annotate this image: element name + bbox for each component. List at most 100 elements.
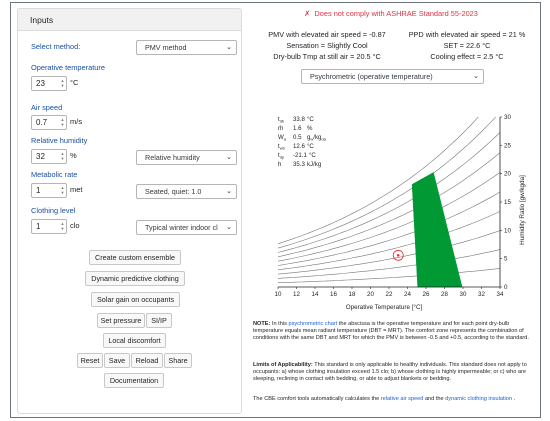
x-tick-label: 14	[312, 291, 319, 298]
current-condition-marker[interactable]	[392, 249, 404, 261]
method-select[interactable]: PMV method ⌄	[136, 40, 237, 55]
relative-humidity-value: 32	[36, 152, 45, 161]
note-body: the abscissa is the operative temperatur…	[253, 321, 529, 342]
spinner-icon[interactable]: ▲ ▼	[60, 185, 65, 195]
rh-curve-100	[277, 116, 479, 245]
spinner-icon[interactable]: ▲ ▼	[60, 151, 65, 161]
reset-button[interactable]: Reset	[77, 353, 103, 368]
relative-humidity-input[interactable]: 32 ▲ ▼	[31, 149, 67, 164]
si-ip-button[interactable]: SI/IP	[146, 313, 172, 328]
y-tick-label: 10	[504, 227, 511, 234]
spinner-icon[interactable]: ▲ ▼	[60, 78, 65, 88]
activity-value: Seated, quiet: 1.0	[145, 187, 202, 196]
compliance-text: Does not comply with ASHRAE Standard 55-…	[314, 9, 478, 18]
x-tick-label: 28	[441, 291, 448, 298]
psychrometric-chart[interactable]: 10 12 14 16 18 20 22 24 26 28 30 32 34 051015202530 …	[260, 110, 536, 315]
wa-value: 0.5	[293, 134, 302, 141]
x-tick-label: 30	[460, 291, 467, 298]
clothing-ensemble-select[interactable]: Typical winter indoor cl ⌄	[136, 220, 237, 235]
x-tick-labels: 10 12 14 16 18 20 22 24 26 28 30 32 34	[275, 287, 504, 298]
h-value: 35.3	[293, 161, 305, 168]
metabolic-rate-input[interactable]: 1 ▲ ▼	[31, 183, 67, 198]
limits-body: This standard is only applicable to heal…	[253, 362, 527, 383]
set-result: SET = 22.6 °C	[443, 41, 491, 50]
humidity-mode-select[interactable]: Relative humidity ⌄	[136, 150, 237, 165]
chart-type-select[interactable]: Psychrometric (operative temperature) ⌄	[301, 69, 484, 84]
still-air-result: Dry-bulb Tmp at still air = 20.5 °C	[273, 52, 381, 61]
y-axis-title: Humidity Ratio [gw/kgda]	[519, 175, 526, 245]
y-tick-label: 30	[504, 114, 511, 121]
operative-temperature-label: Operative temperature	[31, 63, 105, 72]
compliance-status: ✗ Does not comply with ASHRAE Standard 5…	[242, 9, 540, 18]
local-discomfort-button[interactable]: Local discomfort	[103, 333, 166, 348]
documentation-button[interactable]: Documentation	[104, 373, 164, 388]
activity-select[interactable]: Seated, quiet: 1.0 ⌄	[136, 184, 237, 199]
sensation-result: Sensation = Slightly Cool	[286, 41, 368, 50]
y-tick-label: 5	[504, 256, 508, 263]
operative-temperature-input[interactable]: 23 ▲ ▼	[31, 76, 67, 91]
save-button[interactable]: Save	[104, 353, 130, 368]
twb-value: 12.6	[293, 143, 305, 150]
rh-curve-10	[277, 268, 501, 283]
spinner-icon[interactable]: ▲ ▼	[60, 117, 65, 127]
comfort-zone	[411, 172, 463, 288]
operative-temperature-unit: °C	[70, 78, 79, 87]
chevron-down-icon: ⌄	[224, 185, 232, 198]
clothing-level-label: Clothing level	[31, 206, 76, 215]
y-tick-labels: 0 5 10 15 20 25 30	[500, 114, 511, 291]
note-pre: In this	[270, 321, 289, 327]
rh-curve-80	[277, 132, 501, 253]
limits-title: Limits of Applicability:	[253, 362, 313, 368]
tdb-value: 33.8	[293, 116, 305, 123]
operative-temperature-value: 23	[36, 79, 45, 88]
cooling-effect-result: Cooling effect = 2.5 °C	[430, 52, 504, 61]
twb-label: twb	[278, 143, 286, 151]
create-custom-ensemble-button[interactable]: Create custom ensemble	[89, 250, 181, 265]
y-tick-label: 0	[504, 284, 508, 291]
limits-paragraph: Limits of Applicability: This standard i…	[253, 362, 534, 383]
psychrometric-chart-link[interactable]: psychrometric chart	[288, 321, 338, 327]
x-tick-label: 16	[330, 291, 337, 298]
current-condition-dot	[396, 253, 400, 257]
air-speed-label: Air speed	[31, 103, 63, 112]
y-tick-label: 25	[504, 142, 511, 149]
relative-humidity-label: Relative humidity	[31, 136, 88, 145]
relative-humidity-unit: %	[70, 151, 77, 160]
metabolic-rate-value: 1	[36, 186, 41, 195]
spinner-icon[interactable]: ▲ ▼	[60, 221, 65, 231]
relative-air-speed-link[interactable]: relative air speed	[380, 396, 424, 402]
x-tick-label: 12	[293, 291, 300, 298]
twb-unit: °C	[307, 143, 314, 150]
dynamic-predictive-clothing-button[interactable]: Dynamic predictive clothing	[85, 271, 185, 286]
rh-curves	[277, 116, 501, 283]
rh-label: rh	[278, 125, 283, 132]
rh-curve-70	[277, 152, 501, 258]
note-paragraph: NOTE: In this psychrometric chart the ab…	[253, 321, 534, 342]
air-speed-input[interactable]: 0.7 ▲ ▼	[31, 115, 67, 130]
solar-gain-button[interactable]: Solar gain on occupants	[91, 292, 180, 307]
x-tick-label: 10	[275, 291, 282, 298]
set-pressure-button[interactable]: Set pressure	[97, 313, 145, 328]
rh-curve-40	[277, 211, 501, 271]
air-speed-value: 0.7	[36, 118, 48, 127]
cbe-paragraph: The CBE comfort tools automatically calc…	[253, 396, 534, 403]
x-axis-title: Operative Temperature [°C]	[346, 303, 423, 311]
chart-type-value: Psychrometric (operative temperature)	[310, 72, 433, 81]
x-tick-label: 20	[367, 291, 374, 298]
x-tick-label: 26	[423, 291, 430, 298]
clothing-level-unit: clo	[70, 221, 80, 230]
share-button[interactable]: Share	[164, 353, 192, 368]
cbe-post: .	[512, 396, 516, 402]
reload-button[interactable]: Reload	[131, 353, 163, 368]
dynamic-clothing-insulation-link[interactable]: dynamic clothing insulation	[445, 396, 513, 402]
x-tick-label: 24	[404, 291, 411, 298]
tdp-unit: °C	[309, 152, 316, 159]
tdp-label: tdp	[278, 152, 285, 160]
clothing-level-input[interactable]: 1 ▲ ▼	[31, 219, 67, 234]
select-method-label: Select method:	[31, 42, 81, 51]
tdp-value: -21.1	[293, 152, 308, 159]
rh-curve-60	[277, 172, 501, 262]
cbe-mid: and the	[423, 396, 446, 402]
pmv-result: PMV with elevated air speed = -0.87	[268, 30, 386, 39]
method-select-value: PMV method	[145, 43, 187, 52]
